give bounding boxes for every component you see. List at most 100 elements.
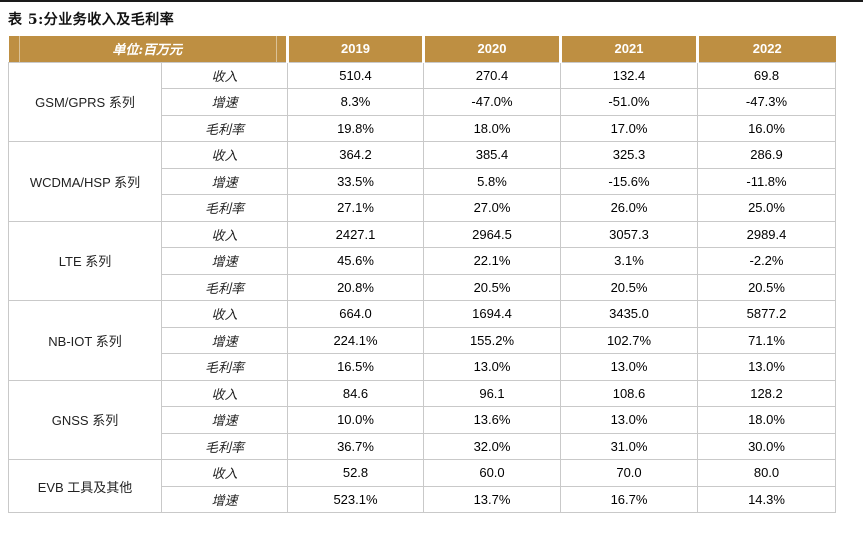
group-name-cell: GNSS 系列 xyxy=(8,379,162,460)
metric-label-cell: 增速 xyxy=(161,247,288,275)
value-cell: 70.0 xyxy=(560,459,698,487)
table-row: 增速 8.3% -47.0% -51.0% -47.3% xyxy=(9,88,836,116)
value-cell: 26.0% xyxy=(560,194,698,222)
value-cell: 69.8 xyxy=(697,61,836,89)
value-cell: 14.3% xyxy=(697,485,836,513)
metric-label-cell: 增速 xyxy=(161,406,288,434)
table-row: 毛利率 16.5% 13.0% 13.0% 13.0% xyxy=(9,353,836,381)
table-row: EVB 工具及其他 收入 52.8 60.0 70.0 80.0 xyxy=(8,459,836,513)
metric-label-cell: 收入 xyxy=(161,300,288,328)
value-cell: 5877.2 xyxy=(697,300,836,328)
value-cell: 13.0% xyxy=(560,353,698,381)
header-row: 单位:百万元 2019 2020 2021 2022 xyxy=(8,36,836,62)
value-cell: 36.7% xyxy=(287,432,424,460)
value-cell: 128.2 xyxy=(697,379,836,407)
metric-label-cell: 毛利率 xyxy=(161,432,288,460)
value-cell: 25.0% xyxy=(697,194,836,222)
table-row: 增速 45.6% 22.1% 3.1% -2.2% xyxy=(9,247,836,275)
unit-header-cell: 单位:百万元 xyxy=(8,36,288,62)
value-cell: 3.1% xyxy=(560,247,698,275)
value-cell: 20.5% xyxy=(423,273,561,301)
value-cell: -15.6% xyxy=(560,167,698,195)
value-cell: 8.3% xyxy=(287,88,424,116)
value-cell: 20.5% xyxy=(697,273,836,301)
table-row: 增速 33.5% 5.8% -15.6% -11.8% xyxy=(9,167,836,195)
value-cell: 1694.4 xyxy=(423,300,561,328)
value-cell: 224.1% xyxy=(287,326,424,354)
value-cell: 3057.3 xyxy=(560,220,698,248)
value-cell: -47.3% xyxy=(697,88,836,116)
metric-label-cell: 收入 xyxy=(161,61,288,89)
table-row: GNSS 系列 收入 84.6 96.1 108.6 128.2 xyxy=(8,379,836,460)
value-cell: 286.9 xyxy=(697,141,836,169)
value-cell: -2.2% xyxy=(697,247,836,275)
value-cell: 10.0% xyxy=(287,406,424,434)
value-cell: 16.0% xyxy=(697,114,836,142)
value-cell: 13.0% xyxy=(560,406,698,434)
value-cell: 5.8% xyxy=(423,167,561,195)
metric-label-cell: 增速 xyxy=(161,326,288,354)
metric-label-cell: 收入 xyxy=(161,220,288,248)
table-row: 毛利率 20.8% 20.5% 20.5% 20.5% xyxy=(9,273,836,301)
value-cell: 16.7% xyxy=(560,485,698,513)
value-cell: -51.0% xyxy=(560,88,698,116)
metric-label-cell: 毛利率 xyxy=(161,353,288,381)
value-cell: 33.5% xyxy=(287,167,424,195)
group-name-cell: LTE 系列 xyxy=(8,220,162,301)
value-cell: 155.2% xyxy=(423,326,561,354)
value-cell: 84.6 xyxy=(287,379,424,407)
value-cell: 19.8% xyxy=(287,114,424,142)
table-row: 毛利率 36.7% 32.0% 31.0% 30.0% xyxy=(9,432,836,460)
value-cell: 17.0% xyxy=(560,114,698,142)
value-cell: 13.7% xyxy=(423,485,561,513)
value-cell: 27.1% xyxy=(287,194,424,222)
table-row: 增速 523.1% 13.7% 16.7% 14.3% xyxy=(9,485,836,513)
value-cell: 20.8% xyxy=(287,273,424,301)
value-cell: 71.1% xyxy=(697,326,836,354)
business-revenue-table: 单位:百万元 2019 2020 2021 2022 GSM/GPRS 系列 收入… xyxy=(8,36,836,513)
table-row: 毛利率 19.8% 18.0% 17.0% 16.0% xyxy=(9,114,836,142)
value-cell: 523.1% xyxy=(287,485,424,513)
value-cell: 96.1 xyxy=(423,379,561,407)
value-cell: 13.0% xyxy=(423,353,561,381)
value-cell: 364.2 xyxy=(287,141,424,169)
value-cell: 27.0% xyxy=(423,194,561,222)
metric-label-cell: 增速 xyxy=(161,167,288,195)
value-cell: -11.8% xyxy=(697,167,836,195)
value-cell: 108.6 xyxy=(560,379,698,407)
group-name-cell: NB-IOT 系列 xyxy=(8,300,162,381)
year-header-2021: 2021 xyxy=(559,36,698,62)
value-cell: 132.4 xyxy=(560,61,698,89)
value-cell: 32.0% xyxy=(423,432,561,460)
metric-label-cell: 增速 xyxy=(161,88,288,116)
value-cell: 31.0% xyxy=(560,432,698,460)
value-cell: 2964.5 xyxy=(423,220,561,248)
group-name-cell: WCDMA/HSP 系列 xyxy=(8,141,162,222)
group-name-cell: GSM/GPRS 系列 xyxy=(8,61,162,142)
value-cell: 385.4 xyxy=(423,141,561,169)
value-cell: 270.4 xyxy=(423,61,561,89)
page-title: 表 5:分业务收入及毛利率 xyxy=(8,12,175,28)
value-cell: 18.0% xyxy=(423,114,561,142)
table-row: NB-IOT 系列 收入 664.0 1694.4 3435.0 5877.2 xyxy=(8,300,836,381)
table-row: WCDMA/HSP 系列 收入 364.2 385.4 325.3 286.9 xyxy=(8,141,836,222)
value-cell: 13.6% xyxy=(423,406,561,434)
top-divider-rule xyxy=(0,0,863,2)
metric-label-cell: 收入 xyxy=(161,379,288,407)
value-cell: 30.0% xyxy=(697,432,836,460)
value-cell: 664.0 xyxy=(287,300,424,328)
table-row: LTE 系列 收入 2427.1 2964.5 3057.3 2989.4 xyxy=(8,220,836,301)
value-cell: 510.4 xyxy=(287,61,424,89)
metric-label-cell: 收入 xyxy=(161,141,288,169)
table-row: 毛利率 27.1% 27.0% 26.0% 25.0% xyxy=(9,194,836,222)
year-header-2019: 2019 xyxy=(286,36,424,62)
metric-label-cell: 毛利率 xyxy=(161,273,288,301)
metric-label-cell: 毛利率 xyxy=(161,114,288,142)
value-cell: 325.3 xyxy=(560,141,698,169)
value-cell: 16.5% xyxy=(287,353,424,381)
value-cell: 80.0 xyxy=(697,459,836,487)
value-cell: 102.7% xyxy=(560,326,698,354)
value-cell: -47.0% xyxy=(423,88,561,116)
table-row: GSM/GPRS 系列 收入 510.4 270.4 132.4 69.8 xyxy=(8,61,836,142)
year-header-2022: 2022 xyxy=(696,36,836,62)
